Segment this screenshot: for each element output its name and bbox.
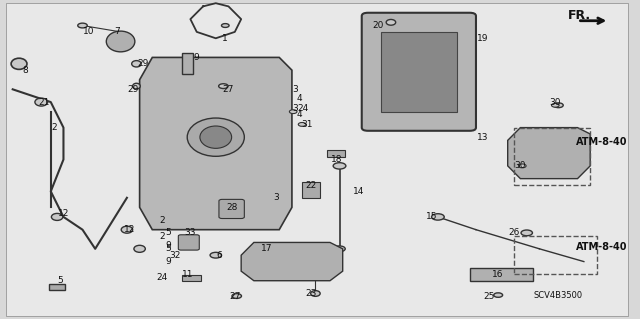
Text: 5: 5 bbox=[165, 228, 171, 237]
Text: 21: 21 bbox=[39, 98, 50, 107]
Text: 3: 3 bbox=[273, 193, 279, 202]
Text: 2: 2 bbox=[159, 216, 164, 225]
Ellipse shape bbox=[210, 252, 221, 258]
Text: 8: 8 bbox=[22, 66, 28, 75]
Polygon shape bbox=[241, 242, 342, 281]
Text: ATM-8-40: ATM-8-40 bbox=[575, 242, 627, 252]
Ellipse shape bbox=[554, 103, 563, 108]
Text: 4: 4 bbox=[297, 94, 302, 103]
Text: 12: 12 bbox=[124, 225, 136, 234]
Bar bbox=[400, 84, 438, 88]
Bar bbox=[514, 128, 590, 185]
Bar bbox=[400, 65, 438, 69]
Text: 22: 22 bbox=[305, 181, 317, 189]
Text: 7: 7 bbox=[115, 27, 120, 36]
Bar bbox=[400, 75, 438, 78]
Text: 16: 16 bbox=[492, 270, 504, 279]
Text: FR.: FR. bbox=[568, 9, 591, 22]
Text: 10: 10 bbox=[83, 27, 95, 36]
Bar bbox=[49, 284, 65, 290]
Ellipse shape bbox=[188, 118, 244, 156]
Ellipse shape bbox=[552, 103, 559, 107]
Text: 19: 19 bbox=[477, 34, 488, 43]
Bar bbox=[400, 56, 438, 59]
Text: 6: 6 bbox=[216, 251, 222, 260]
Text: 20: 20 bbox=[372, 21, 383, 30]
FancyBboxPatch shape bbox=[219, 199, 244, 219]
Ellipse shape bbox=[386, 19, 396, 25]
Text: 9: 9 bbox=[165, 257, 171, 266]
Ellipse shape bbox=[200, 126, 232, 148]
Ellipse shape bbox=[106, 31, 135, 52]
Text: ATM-8-40: ATM-8-40 bbox=[575, 137, 627, 147]
Text: 24: 24 bbox=[156, 273, 168, 282]
Text: 14: 14 bbox=[353, 187, 364, 196]
Text: 3: 3 bbox=[292, 85, 298, 94]
Ellipse shape bbox=[132, 61, 141, 67]
Text: 29: 29 bbox=[137, 59, 148, 68]
Text: 4: 4 bbox=[297, 110, 302, 119]
Ellipse shape bbox=[289, 110, 297, 114]
Bar bbox=[328, 150, 345, 157]
Text: 5: 5 bbox=[58, 276, 63, 285]
Ellipse shape bbox=[134, 245, 145, 252]
Ellipse shape bbox=[51, 213, 63, 220]
Bar bbox=[381, 32, 457, 112]
Ellipse shape bbox=[493, 293, 502, 297]
Polygon shape bbox=[470, 268, 533, 281]
Text: 17: 17 bbox=[260, 244, 272, 253]
Polygon shape bbox=[140, 57, 292, 230]
Bar bbox=[182, 54, 193, 74]
Bar bbox=[302, 182, 320, 198]
Text: 2: 2 bbox=[159, 232, 164, 241]
Text: 26: 26 bbox=[508, 228, 520, 237]
Ellipse shape bbox=[310, 291, 320, 296]
Text: 1: 1 bbox=[223, 34, 228, 43]
Ellipse shape bbox=[219, 84, 228, 89]
Text: 27: 27 bbox=[229, 292, 241, 301]
Text: SCV4B3500: SCV4B3500 bbox=[533, 291, 582, 300]
Text: 11: 11 bbox=[182, 270, 193, 279]
Text: 33: 33 bbox=[184, 228, 196, 237]
Ellipse shape bbox=[232, 293, 241, 299]
Text: 25: 25 bbox=[483, 292, 494, 301]
Ellipse shape bbox=[518, 164, 526, 168]
FancyBboxPatch shape bbox=[362, 13, 476, 131]
Ellipse shape bbox=[121, 226, 132, 233]
Text: 27: 27 bbox=[223, 85, 234, 94]
Ellipse shape bbox=[431, 214, 444, 220]
Text: 32: 32 bbox=[169, 251, 180, 260]
Text: 15: 15 bbox=[426, 212, 437, 221]
FancyBboxPatch shape bbox=[179, 235, 199, 250]
Text: 18: 18 bbox=[331, 155, 342, 164]
Text: 12: 12 bbox=[58, 209, 69, 218]
Text: 2: 2 bbox=[51, 123, 57, 132]
Bar bbox=[400, 46, 438, 50]
Text: 28: 28 bbox=[226, 203, 237, 212]
Text: 30: 30 bbox=[550, 98, 561, 107]
Ellipse shape bbox=[521, 230, 532, 236]
Ellipse shape bbox=[77, 23, 87, 28]
Text: 30: 30 bbox=[515, 161, 526, 170]
Bar bbox=[514, 236, 596, 274]
Text: 13: 13 bbox=[477, 133, 488, 142]
Ellipse shape bbox=[221, 24, 229, 27]
Text: 3: 3 bbox=[292, 104, 298, 113]
Text: 29: 29 bbox=[127, 85, 139, 94]
Polygon shape bbox=[508, 128, 590, 179]
Text: 9: 9 bbox=[194, 53, 200, 62]
Ellipse shape bbox=[334, 246, 345, 252]
Text: 23: 23 bbox=[305, 289, 317, 298]
Ellipse shape bbox=[11, 58, 27, 70]
Text: 24: 24 bbox=[298, 104, 309, 113]
Text: 31: 31 bbox=[301, 120, 313, 129]
Bar bbox=[182, 275, 200, 281]
Text: 5: 5 bbox=[165, 244, 171, 253]
Ellipse shape bbox=[333, 163, 346, 169]
Ellipse shape bbox=[35, 98, 47, 106]
Text: 9: 9 bbox=[165, 241, 171, 250]
Ellipse shape bbox=[298, 122, 306, 126]
Ellipse shape bbox=[132, 83, 140, 89]
